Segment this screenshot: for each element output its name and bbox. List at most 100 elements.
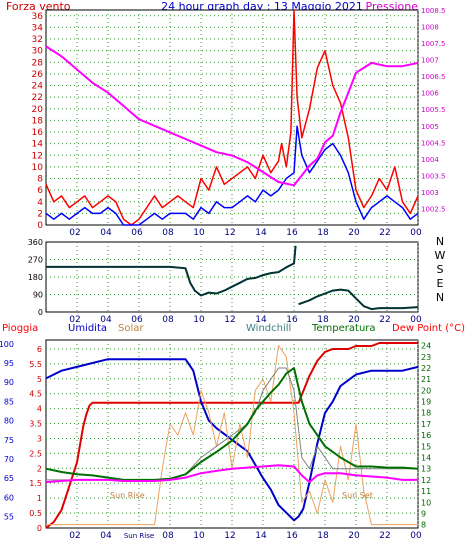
temp-axis-tick-2: 10	[421, 498, 431, 507]
x-tick-0-4: 10	[193, 228, 205, 238]
x-tick-1-2: 06	[131, 315, 143, 325]
x-tick-1-0: 02	[69, 315, 80, 325]
series-rain	[45, 342, 418, 529]
direction-axis-tick-0: 0	[38, 308, 43, 317]
series-wind_avg	[45, 125, 419, 226]
wind-axis-tick-4: 8	[37, 175, 43, 185]
temp-axis-tick-10: 18	[421, 409, 431, 418]
x-tick-0-0: 02	[69, 228, 80, 238]
series-direction-0	[46, 245, 297, 297]
temp-axis-tick-3: 11	[421, 487, 431, 496]
x-tick-1-6: 14	[255, 315, 267, 325]
pressure-axis-tick-11: 1008	[421, 24, 439, 32]
pressure-axis-tick-12: 1008.5	[421, 7, 446, 15]
x-tick-0-5: 12	[224, 228, 235, 238]
wind-axis-tick-7: 14	[32, 140, 44, 150]
temp-axis-tick-7: 15	[421, 442, 431, 451]
series-dewpoint	[45, 464, 418, 484]
temp-axis-tick-6: 14	[421, 454, 431, 463]
series-humidity	[45, 358, 419, 522]
humidity-axis-tick-1: 60	[4, 493, 14, 502]
wind-axis-tick-5: 10	[32, 163, 44, 173]
x-tick-0-8: 18	[317, 228, 329, 238]
wind-axis-tick-18: 36	[32, 12, 44, 22]
annotation-sun-set: Sun Set	[342, 491, 373, 500]
rain-axis-tick-0: 0	[37, 524, 42, 533]
humidity-axis-tick-3: 70	[4, 455, 14, 464]
x-tick-2-10: 22	[379, 531, 390, 541]
wind-axis-tick-12: 24	[32, 82, 44, 92]
wind-axis-tick-3: 6	[37, 186, 43, 196]
temp-axis-tick-0: 8	[421, 521, 426, 530]
pressure-axis-tick-8: 1006.5	[421, 73, 446, 81]
pressure-axis-tick-6: 1005.5	[421, 106, 446, 114]
x-tick-0-11: 00	[410, 228, 422, 238]
rain-axis-tick-7: 3.5	[29, 420, 42, 429]
legend-windchill: Windchill	[246, 323, 291, 334]
humidity-axis-tick-5: 80	[4, 417, 14, 426]
humidity-axis-tick-0: 55	[4, 512, 14, 521]
x-tick-2-8: 18	[317, 531, 329, 541]
rain-axis-tick-1: 0.5	[29, 509, 42, 518]
humidity-axis-tick-2: 65	[4, 474, 14, 483]
legend-temperature: Temperatura	[311, 323, 376, 334]
pressure-axis-tick-9: 1007	[421, 57, 439, 65]
rain-axis-tick-6: 3	[37, 434, 42, 443]
direction-axis-tick-4: 360	[28, 238, 43, 247]
pressure-axis-tick-7: 1006	[421, 90, 439, 98]
x-tick-2-4: 10	[193, 531, 205, 541]
rain-axis-tick-8: 4	[37, 405, 42, 414]
temp-axis-tick-5: 13	[421, 465, 431, 474]
rain-axis-tick-12: 6	[37, 345, 42, 354]
temp-axis-tick-9: 17	[421, 420, 431, 429]
series-direction-1	[298, 288, 419, 311]
rain-axis-tick-10: 5	[37, 375, 42, 384]
x-tick-2-0: 02	[69, 531, 80, 541]
rain-axis-tick-9: 4.5	[29, 390, 42, 399]
series-temperature	[45, 367, 419, 481]
x-tick-2-5: 12	[224, 531, 235, 541]
x-tick-1-7: 16	[286, 315, 298, 325]
wind-axis-tick-2: 4	[37, 198, 43, 208]
wind-axis-tick-6: 12	[32, 151, 43, 161]
temp-axis-tick-13: 21	[421, 375, 431, 384]
direction-axis-tick-2: 180	[28, 273, 43, 282]
humidity-axis-tick-9: 100	[0, 340, 14, 349]
wind-axis-tick-1: 2	[37, 209, 43, 219]
x-tick-2-3: 08	[162, 531, 174, 541]
rain-axis-tick-2: 1	[37, 494, 42, 503]
annotation-sun-rise: Sun Rise	[110, 491, 145, 500]
wind-axis-tick-15: 30	[32, 47, 44, 57]
rain-axis-tick-11: 5.5	[29, 360, 42, 369]
compass-label-0: N	[436, 235, 444, 248]
x-tick-0-3: 08	[162, 228, 174, 238]
x-tick-0-6: 14	[255, 228, 267, 238]
x-tick-1-8: 18	[317, 315, 329, 325]
x-tick-2-1: 04	[100, 531, 112, 541]
temp-axis-tick-1: 9	[421, 509, 426, 518]
compass-label-3: E	[437, 277, 444, 290]
pressure-axis-tick-0: 1002.5	[421, 205, 446, 213]
x-tick-0-2: 06	[131, 228, 143, 238]
legend-humidity: Umidita	[68, 323, 107, 334]
x-tick-2-7: 16	[286, 531, 298, 541]
wind-axis-tick-11: 22	[32, 93, 43, 103]
x-tick-1-1: 04	[100, 315, 112, 325]
series-wind_gust	[45, 9, 419, 226]
pressure-axis-tick-2: 1003.5	[421, 172, 446, 180]
wind-axis-tick-9: 18	[32, 116, 44, 126]
temp-axis-tick-16: 24	[421, 342, 431, 351]
temp-axis-tick-4: 12	[421, 476, 431, 485]
x-tick-0-1: 04	[100, 228, 112, 238]
x-tick-1-4: 10	[193, 315, 205, 325]
x-tick-2-9: 20	[348, 531, 360, 541]
pressure-axis-tick-5: 1005	[421, 123, 439, 131]
x-tick-1-9: 20	[348, 315, 360, 325]
legend-dewpoint: Dew Point (°C)	[392, 323, 465, 334]
x-tick-1-10: 22	[379, 315, 390, 325]
x-tick-1-5: 12	[224, 315, 235, 325]
x-tick-1-3: 08	[162, 315, 174, 325]
x-tick-0-9: 20	[348, 228, 360, 238]
wind-axis-tick-0: 0	[37, 221, 43, 231]
